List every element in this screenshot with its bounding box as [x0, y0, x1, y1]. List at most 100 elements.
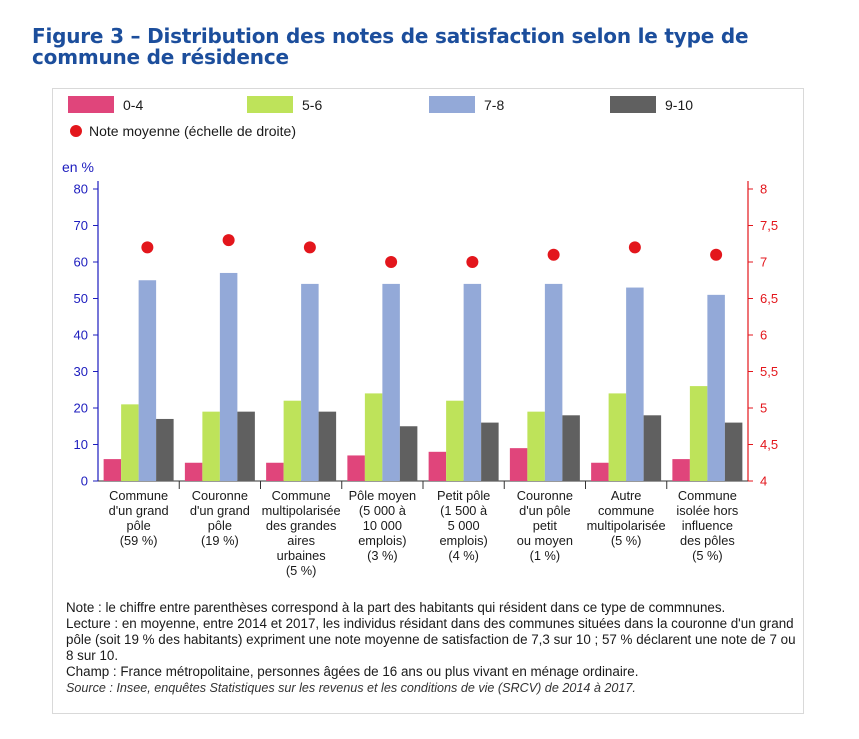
bar	[237, 411, 255, 481]
right-tick-label: 5,5	[760, 364, 778, 379]
right-tick-label: 4	[760, 474, 767, 489]
category-label: multipolarisée	[587, 518, 666, 533]
category-label: ou moyen	[517, 533, 573, 548]
legend-swatch	[610, 96, 656, 113]
category-label: d'un pôle	[519, 503, 571, 518]
category-label: Commune	[272, 488, 331, 503]
average-dot	[547, 248, 560, 261]
category-label: commune	[598, 503, 654, 518]
category-label: Commune	[678, 488, 737, 503]
left-tick-label: 20	[74, 401, 88, 416]
left-tick-label: 30	[74, 364, 88, 379]
bar	[347, 455, 365, 481]
left-tick-label: 60	[74, 255, 88, 270]
category-label: pôle	[208, 518, 232, 533]
category-label: (5 %)	[611, 533, 642, 548]
bar	[266, 462, 284, 481]
average-dot	[710, 248, 723, 261]
bar	[156, 418, 174, 481]
category-label: (3 %)	[367, 548, 398, 563]
category-label: pôle	[127, 518, 151, 533]
bar	[562, 415, 580, 481]
left-tick-label: 50	[74, 291, 88, 306]
category-label: d'un grand	[190, 503, 250, 518]
category-label: isolée hors	[676, 503, 738, 518]
bar	[219, 272, 238, 481]
left-tick-label: 10	[74, 437, 88, 452]
source-text: Source : Insee, enquêtes Statistiques su…	[66, 681, 636, 695]
category-label: (1 %)	[530, 548, 561, 563]
category-label: (5 000 à	[359, 503, 407, 518]
bar	[382, 283, 400, 481]
right-tick-label: 7,5	[760, 218, 778, 233]
legend-label: 9-10	[665, 97, 693, 113]
category-label: Commune	[109, 488, 168, 503]
bar	[184, 462, 203, 481]
average-dot	[628, 241, 641, 254]
left-tick-label: 80	[74, 182, 88, 197]
category-label: Pôle moyen	[349, 488, 417, 503]
left-tick-label: 70	[74, 218, 88, 233]
champ-text: Champ : France métropolitaine, personnes…	[66, 664, 639, 679]
category-label: des pôles	[680, 533, 735, 548]
legend-label: 0-4	[123, 97, 143, 113]
category-label: Couronne	[192, 488, 248, 503]
bar	[428, 451, 447, 481]
average-dot	[385, 256, 398, 268]
right-tick-label: 6	[760, 328, 767, 343]
bar	[202, 411, 220, 481]
right-tick-label: 8	[760, 182, 767, 197]
category-label: influence	[682, 518, 733, 533]
category-label: emplois)	[439, 533, 487, 548]
legend-swatch	[68, 96, 114, 113]
category-label: (19 %)	[201, 533, 239, 548]
average-dot	[303, 241, 316, 254]
left-tick-label: 40	[74, 328, 88, 343]
bar	[103, 459, 122, 481]
bar	[399, 426, 418, 481]
lecture-text: Lecture : en moyenne, entre 2014 et 2017…	[66, 616, 796, 663]
category-label: (59 %)	[120, 533, 158, 548]
right-tick-label: 4,5	[760, 437, 778, 452]
bar	[301, 283, 319, 481]
average-dot	[466, 256, 479, 268]
category-label: des grandes	[266, 518, 336, 533]
figure-title: Figure 3 – Distribution des notes de sat…	[32, 24, 749, 69]
legend-label: 5-6	[302, 97, 322, 113]
bar	[446, 400, 464, 481]
category-label: 10 000	[363, 518, 402, 533]
category-label: (5 %)	[286, 563, 317, 578]
bar	[364, 393, 383, 481]
category-label: (5 %)	[692, 548, 723, 563]
category-label: emplois)	[358, 533, 406, 548]
average-dot	[141, 241, 154, 254]
note-text: Note : le chiffre entre parenthèses corr…	[66, 600, 726, 615]
category-label: aires	[287, 533, 315, 548]
left-axis-unit: en %	[62, 159, 94, 175]
category-label: Couronne	[517, 488, 573, 503]
notes-block: Note : le chiffre entre parenthèses corr…	[66, 600, 802, 696]
bar	[318, 411, 337, 481]
bar	[608, 393, 627, 481]
category-label: d'un grand	[109, 503, 169, 518]
bar	[643, 415, 662, 481]
left-tick-label: 0	[81, 474, 88, 489]
bar	[689, 386, 708, 481]
bar	[121, 404, 139, 481]
legend-label: 7-8	[484, 97, 504, 113]
category-label: Petit pôle	[437, 488, 490, 503]
bar	[509, 448, 528, 481]
legend-label: Note moyenne (échelle de droite)	[89, 123, 296, 139]
category-label: (4 %)	[448, 548, 479, 563]
bar	[626, 287, 644, 481]
bar	[527, 411, 545, 481]
right-tick-label: 6,5	[760, 291, 778, 306]
right-tick-label: 7	[760, 255, 767, 270]
bar	[672, 459, 690, 481]
category-label: urbaines	[277, 548, 326, 563]
bar	[138, 280, 157, 481]
category-label: petit	[533, 518, 558, 533]
category-label: Autre	[611, 488, 642, 503]
legend-dot	[70, 125, 82, 137]
legend-swatch	[429, 96, 475, 113]
